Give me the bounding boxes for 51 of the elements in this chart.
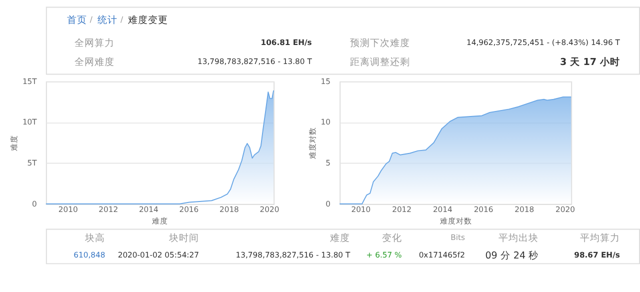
text: 0x171465f2 [418, 250, 466, 260]
x-tick-label: 2012 [392, 205, 412, 214]
x-tick-label: 2014 [432, 205, 453, 214]
text: 全网算力 [74, 37, 115, 50]
text: 块时间 [168, 232, 199, 244]
text: 距离调整还剩 [350, 56, 410, 68]
x-axis-title: 难度对数 [440, 216, 472, 226]
text: 98.67 EH/s [574, 250, 620, 260]
text: 14,962,375,725,451 - (+8.43%) 14.96 T [466, 38, 620, 48]
x-tick-label: 2018 [514, 205, 534, 214]
x-tick-label: 2014 [138, 205, 159, 214]
x-tick-label: 2010 [58, 205, 78, 214]
x-tick-label: 2016 [474, 205, 494, 214]
x-tick-label: 2012 [98, 205, 118, 214]
text: 平均算力 [580, 232, 620, 244]
text: 13,798,783,827,516 - 13.80 T [198, 57, 312, 66]
text: 首页 [66, 14, 87, 26]
y-tick-label: 0 [32, 199, 37, 208]
text: 106.81 EH/s [260, 38, 312, 48]
text: Bits [450, 233, 465, 242]
text: 13,798,783,827,516 - 13.80 T [236, 250, 350, 260]
x-tick-label: 2016 [179, 205, 199, 214]
y-tick-label: 0 [326, 199, 331, 208]
text: 变化 [382, 232, 402, 244]
text: + 6.57 % [366, 250, 402, 260]
x-axis-title: 难度 [152, 216, 168, 226]
text: 预测下次难度 [350, 37, 410, 50]
y-tick-label: 5T [27, 158, 38, 168]
text: 2020-01-02 05:54:27 [118, 250, 200, 260]
x-tick-label: 2018 [219, 205, 240, 214]
x-tick-label: 2010 [351, 205, 371, 214]
text: 平均出块 [498, 232, 539, 244]
y-tick-label: 15 [320, 76, 331, 86]
text: / [120, 15, 124, 24]
y-tick-label: 15T [22, 76, 38, 86]
text: 610,848 [74, 250, 106, 260]
text: 全网难度 [74, 56, 115, 68]
y-tick-label: 10 [320, 118, 331, 127]
text: 统计 [98, 14, 118, 26]
text: 难度 [330, 232, 350, 244]
y-tick-label: 5 [326, 158, 331, 168]
text: 块高 [84, 232, 106, 244]
y-axis-title: 难度 [10, 135, 19, 152]
text: 难度变更 [128, 14, 168, 26]
x-tick-label: 2020 [556, 205, 576, 214]
text: 09 分 24 秒 [485, 249, 539, 262]
text: / [90, 15, 93, 24]
x-tick-label: 2020 [260, 205, 280, 214]
y-tick-label: 10T [22, 118, 38, 127]
y-axis-title: 难度对数 [308, 127, 318, 160]
text: 3 天 17 小时 [560, 56, 620, 68]
